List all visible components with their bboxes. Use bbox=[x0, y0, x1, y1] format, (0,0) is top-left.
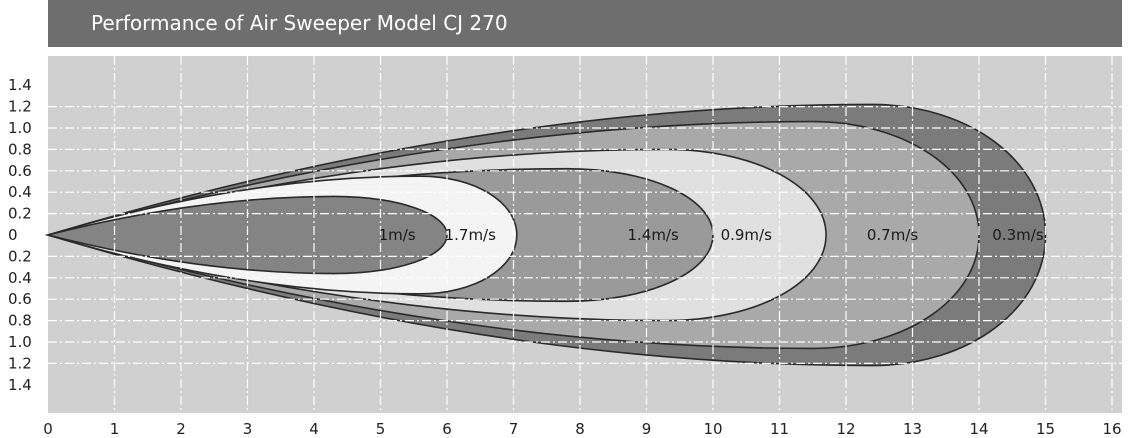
plume-label: 1.7m/s bbox=[445, 226, 497, 244]
x-tick-label: 7 bbox=[509, 420, 519, 438]
x-tick-label: 16 bbox=[1102, 420, 1121, 438]
y-tick-label: 1.2 bbox=[8, 354, 32, 372]
chart-title-bar: Performance of Air Sweeper Model CJ 270 bbox=[48, 0, 1122, 47]
y-tick-label: 1.4 bbox=[8, 76, 32, 94]
y-tick-label: 1.2 bbox=[8, 98, 32, 116]
x-tick-label: 3 bbox=[243, 420, 253, 438]
x-tick-label: 12 bbox=[836, 420, 855, 438]
y-tick-label: 0.2 bbox=[8, 247, 32, 265]
y-tick-label: 1.0 bbox=[8, 119, 32, 137]
plume-label: 0.7m/s bbox=[867, 226, 919, 244]
plume-label: 0.9m/s bbox=[721, 226, 773, 244]
x-tick-label: 9 bbox=[642, 420, 652, 438]
y-tick-label: 0.2 bbox=[8, 205, 32, 223]
x-tick-label: 11 bbox=[770, 420, 789, 438]
y-tick-label: 1.4 bbox=[8, 376, 32, 394]
y-tick-label: 0.6 bbox=[8, 162, 32, 180]
y-tick-label: 0.4 bbox=[8, 183, 32, 201]
y-tick-label: 0.8 bbox=[8, 140, 32, 158]
x-tick-label: 13 bbox=[903, 420, 922, 438]
x-tick-label: 10 bbox=[703, 420, 722, 438]
plume-label: 0.3m/s bbox=[992, 226, 1044, 244]
x-tick-label: 4 bbox=[309, 420, 319, 438]
x-tick-label: 0 bbox=[43, 420, 53, 438]
x-tick-label: 8 bbox=[575, 420, 585, 438]
y-tick-label: 0.8 bbox=[8, 312, 32, 330]
plume-label: 1m/s bbox=[379, 226, 416, 244]
x-tick-label: 6 bbox=[442, 420, 452, 438]
y-tick-label: 1.0 bbox=[8, 333, 32, 351]
y-tick-label: 0.6 bbox=[8, 290, 32, 308]
y-tick-label: 0.4 bbox=[8, 269, 32, 287]
x-tick-label: 2 bbox=[176, 420, 186, 438]
x-tick-label: 14 bbox=[969, 420, 988, 438]
x-tick-label: 15 bbox=[1036, 420, 1055, 438]
x-tick-label: 5 bbox=[376, 420, 386, 438]
chart-title: Performance of Air Sweeper Model CJ 270 bbox=[91, 11, 508, 35]
plume-label: 1.4m/s bbox=[627, 226, 679, 244]
x-tick-label: 1 bbox=[110, 420, 120, 438]
y-tick-label: 0 bbox=[8, 226, 18, 244]
